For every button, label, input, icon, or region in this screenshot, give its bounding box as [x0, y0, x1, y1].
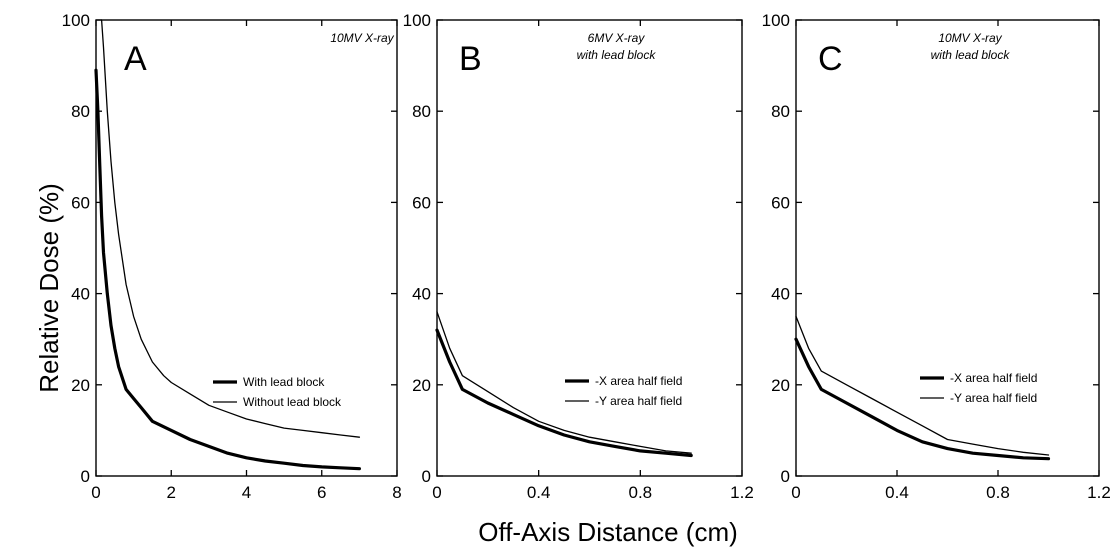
series-line-thin — [100, 19, 361, 438]
panel-annotation: 10MV X-ray — [330, 31, 394, 45]
panel-b: 0 0.4 0.8 1.2 0 20 40 60 80 100 B 6MV X-ray with lea… — [403, 11, 754, 502]
y-tick-label: 100 — [62, 11, 90, 30]
panel-annotation: 10MV X-ray — [938, 31, 1002, 45]
series-line-thin — [436, 311, 692, 454]
y-tick-label: 20 — [771, 376, 790, 395]
legend-label: -X area half field — [950, 371, 1037, 385]
legend-label: Without lead block — [243, 395, 342, 409]
y-tick-label: 60 — [412, 193, 431, 212]
x-tick-label: 1.2 — [1087, 483, 1111, 502]
y-tick-label: 60 — [771, 193, 790, 212]
y-tick-label: 60 — [71, 193, 90, 212]
series-line-thin — [795, 315, 1050, 456]
x-tick-label: 1.2 — [730, 483, 754, 502]
y-tick-label: 40 — [71, 285, 90, 304]
series-line-thick — [94, 68, 361, 471]
x-axis-title: Off-Axis Distance (cm) — [478, 517, 738, 547]
x-tick-label: 0.8 — [986, 483, 1010, 502]
legend-label: -Y area half field — [595, 394, 682, 408]
panel-annotation: 6MV X-ray — [588, 31, 646, 45]
y-tick-label: 40 — [412, 285, 431, 304]
x-tick-label: 0 — [791, 483, 800, 502]
x-tick-label: 8 — [392, 483, 401, 502]
y-tick-label: 0 — [422, 467, 431, 486]
y-tick-label: 100 — [403, 11, 431, 30]
y-tick-label: 80 — [771, 102, 790, 121]
y-tick-label: 100 — [762, 11, 790, 30]
x-tick-label: 0.8 — [629, 483, 653, 502]
y-tick-label: 20 — [412, 376, 431, 395]
x-tick-label: 0.4 — [527, 483, 551, 502]
x-tick-label: 0 — [91, 483, 100, 502]
x-tick-label: 4 — [242, 483, 251, 502]
panel-letter: B — [459, 40, 482, 78]
panel-annotation: with lead block — [931, 48, 1011, 62]
panel-c: 0 0.4 0.8 1.2 0 20 40 60 80 100 C 10MV X-ray with le… — [762, 11, 1111, 502]
x-tick-label: 2 — [167, 483, 176, 502]
plot-frame — [795, 19, 1100, 477]
panel-annotation: with lead block — [577, 48, 657, 62]
legend-label: -Y area half field — [950, 391, 1037, 405]
y-tick-label: 20 — [71, 376, 90, 395]
y-tick-label: 0 — [81, 467, 90, 486]
panel-letter: A — [124, 40, 147, 78]
series-line-thick — [435, 328, 693, 458]
plot-frame — [436, 19, 743, 477]
x-tick-label: 0 — [432, 483, 441, 502]
y-axis-title: Relative Dose (%) — [34, 183, 64, 393]
series-line-thick — [794, 337, 1051, 461]
y-tick-label: 40 — [771, 285, 790, 304]
panel-letter: C — [818, 40, 843, 78]
y-tick-label: 0 — [781, 467, 790, 486]
legend-label: With lead block — [243, 375, 325, 389]
x-tick-label: 0.4 — [885, 483, 909, 502]
y-tick-label: 80 — [412, 102, 431, 121]
x-tick-label: 6 — [317, 483, 326, 502]
y-tick-label: 80 — [71, 102, 90, 121]
legend-label: -X area half field — [595, 374, 682, 388]
